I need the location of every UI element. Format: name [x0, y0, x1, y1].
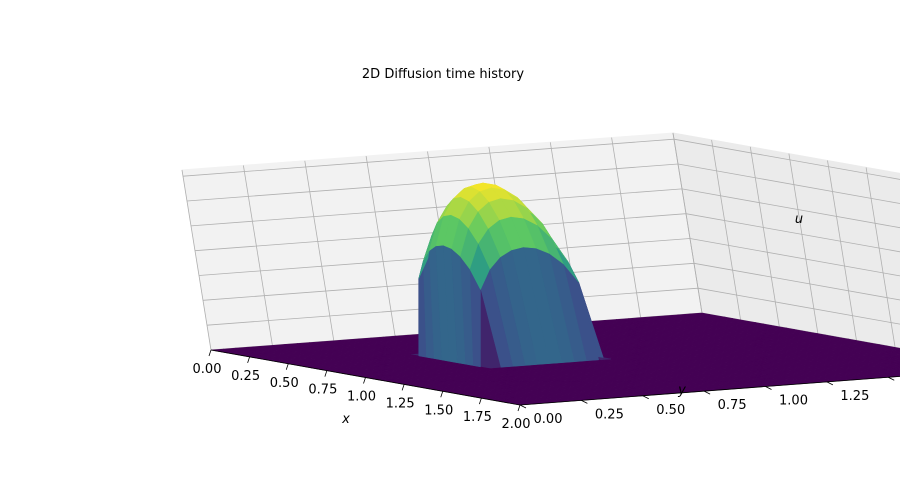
- x-tick: [324, 370, 328, 377]
- x-tick: [285, 363, 289, 370]
- surface-patch: [443, 214, 460, 249]
- y-tick: [581, 400, 588, 404]
- y-tick: [765, 386, 772, 390]
- y-tick: [642, 395, 649, 400]
- x-tick: [208, 349, 212, 357]
- x-tick-label: 1.25: [386, 396, 415, 411]
- x-tick-label: 2.00: [502, 417, 531, 432]
- surface-plot: [210, 182, 900, 406]
- y-tick: [826, 381, 834, 386]
- grid-line-z: [194, 213, 900, 253]
- x-tick-label: 1.75: [463, 410, 492, 425]
- x-tick: [440, 391, 444, 398]
- y-tick: [519, 404, 527, 409]
- chart-title: 2D Diffusion time history: [362, 67, 524, 82]
- grid-line-z: [186, 163, 900, 204]
- grid-line-z: [202, 262, 900, 301]
- x-tick: [517, 404, 521, 412]
- y-tick-label: 0.00: [534, 412, 563, 427]
- y-tick-label: 0.25: [595, 407, 624, 422]
- y-tick: [888, 376, 895, 381]
- grid-line-z: [182, 138, 900, 180]
- x-tick: [247, 356, 251, 364]
- grid-line-z: [206, 287, 900, 326]
- x-tick-label: 0.00: [193, 362, 222, 377]
- x-tick-label: 1.50: [424, 403, 453, 418]
- z-axis-label: u: [795, 212, 803, 227]
- grid-line-z: [198, 238, 900, 277]
- y-tick-label: 0.50: [656, 403, 685, 418]
- grid-line-z: [190, 188, 900, 229]
- x-tick: [363, 377, 366, 384]
- x-tick-label: 0.25: [231, 369, 260, 384]
- x-tick-label: 0.50: [270, 376, 299, 391]
- x-tick: [478, 397, 482, 405]
- y-tick-label: 1.25: [840, 389, 869, 404]
- y-tick: [703, 390, 711, 395]
- x-axis-label: x: [341, 412, 350, 427]
- x-tick-label: 1.00: [347, 390, 376, 405]
- axis-ticks: 0.00 0.25 0.50 0.75 1.00 1.25 1.50 1.75 2.00 0.00…: [193, 349, 900, 432]
- x-tick: [401, 384, 405, 391]
- y-axis-label: y: [677, 383, 686, 398]
- y-tick-label: 1.00: [779, 394, 808, 409]
- x-tick-label: 0.75: [308, 383, 337, 398]
- y-tick-label: 0.75: [718, 398, 747, 413]
